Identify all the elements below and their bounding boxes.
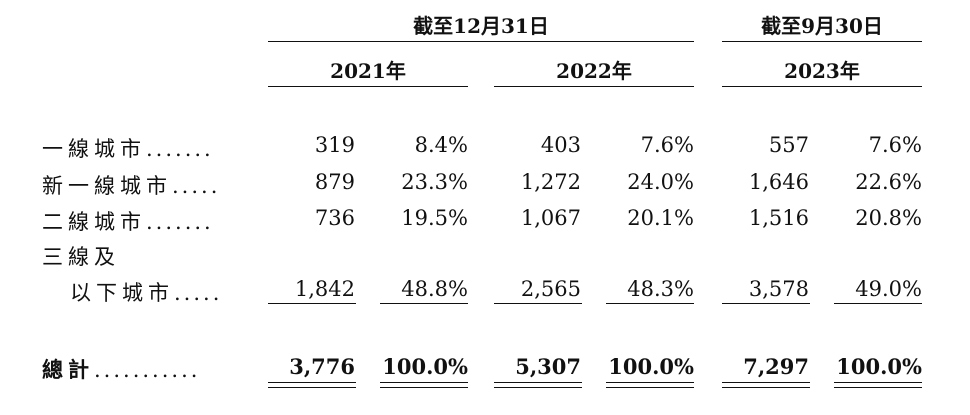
total-rule-2022-count-a (494, 382, 582, 383)
total-rule-2022-pct-b (606, 387, 694, 388)
subtotal-rule-2022-count (494, 303, 582, 304)
row-label-total: 總計........... (42, 354, 200, 384)
value-2022-count: 1,272 (520, 170, 581, 194)
year-rule-2022 (494, 86, 694, 87)
value-2021-count: 879 (314, 170, 355, 194)
total-rule-2023-count-b (722, 387, 810, 388)
total-rule-2021-count-b (268, 387, 356, 388)
value-2021-pct: 19.5% (401, 206, 468, 230)
year-rule-2023 (722, 86, 922, 87)
row-label-text: 三線及 (42, 245, 120, 269)
header-rule-dec31 (268, 41, 694, 42)
row-label-tier3-line2: 以下城市..... (70, 277, 222, 307)
total-rule-2022-count-b (494, 387, 582, 388)
value-2023-count: 1,516 (748, 206, 809, 230)
total-2023-pct: 100.0% (836, 354, 922, 379)
total-2021-pct: 100.0% (382, 354, 468, 379)
total-rule-2023-count-a (722, 382, 810, 383)
header-period-sep30: 截至9月30日 (761, 14, 883, 38)
subtotal-rule-2022-pct (606, 303, 694, 304)
value-2023-pct: 22.6% (855, 170, 922, 194)
value-2023-count: 1,646 (748, 170, 809, 194)
total-2022-count: 5,307 (515, 354, 581, 379)
value-2021-pct: 8.4% (414, 133, 468, 157)
row-label-text: 二線城市 (42, 210, 146, 234)
value-2022-count: 2,565 (520, 277, 581, 301)
value-2021-count: 319 (314, 133, 355, 157)
row-label-tier1: 一線城市....... (42, 133, 214, 163)
leader-dots: ....... (146, 210, 214, 234)
year-rule-2021 (268, 86, 468, 87)
value-2023-pct: 49.0% (855, 277, 922, 301)
value-2021-count: 736 (314, 206, 355, 230)
value-2022-pct: 7.6% (640, 133, 694, 157)
value-2023-count: 3,578 (748, 277, 809, 301)
subtotal-rule-2023-count (722, 303, 810, 304)
subtotal-rule-2021-pct (380, 303, 468, 304)
subtotal-rule-2021-count (268, 303, 356, 304)
value-2021-pct: 48.8% (401, 277, 468, 301)
value-2023-pct: 20.8% (855, 206, 922, 230)
value-2022-pct: 24.0% (627, 170, 694, 194)
value-2021-pct: 23.3% (401, 170, 468, 194)
subtotal-rule-2023-pct (834, 303, 922, 304)
value-2022-pct: 20.1% (627, 206, 694, 230)
total-2021-count: 3,776 (289, 354, 355, 379)
total-2022-pct: 100.0% (608, 354, 694, 379)
value-2023-count: 557 (768, 133, 809, 157)
header-year-2021: 2021年 (330, 59, 406, 83)
leader-dots: ..... (174, 281, 223, 305)
row-label-new-tier1: 新一線城市..... (42, 170, 220, 200)
total-rule-2023-pct-a (834, 382, 922, 383)
header-year-2023: 2023年 (784, 59, 860, 83)
row-label-text: 一線城市 (42, 137, 146, 161)
row-label-text: 以下城市 (70, 281, 174, 305)
value-2023-pct: 7.6% (868, 133, 922, 157)
leader-dots: ....... (146, 137, 214, 161)
total-2023-count: 7,297 (743, 354, 809, 379)
total-rule-2023-pct-b (834, 387, 922, 388)
row-label-tier2: 二線城市....... (42, 206, 214, 236)
row-label-text: 新一線城市 (42, 174, 172, 198)
total-rule-2021-count-a (268, 382, 356, 383)
row-label-tier3-line1: 三線及 (42, 241, 120, 271)
value-2022-pct: 48.3% (627, 277, 694, 301)
header-year-2022: 2022年 (556, 59, 632, 83)
total-rule-2022-pct-a (606, 382, 694, 383)
leader-dots: ..... (172, 174, 221, 198)
value-2022-count: 1,067 (520, 206, 581, 230)
value-2021-count: 1,842 (294, 277, 355, 301)
header-rule-sep30 (722, 41, 922, 42)
row-label-text: 總計 (42, 357, 94, 382)
leader-dots: ........... (94, 358, 201, 382)
total-rule-2021-pct-b (380, 387, 468, 388)
header-period-dec31: 截至12月31日 (413, 14, 549, 38)
total-rule-2021-pct-a (380, 382, 468, 383)
value-2022-count: 403 (540, 133, 581, 157)
